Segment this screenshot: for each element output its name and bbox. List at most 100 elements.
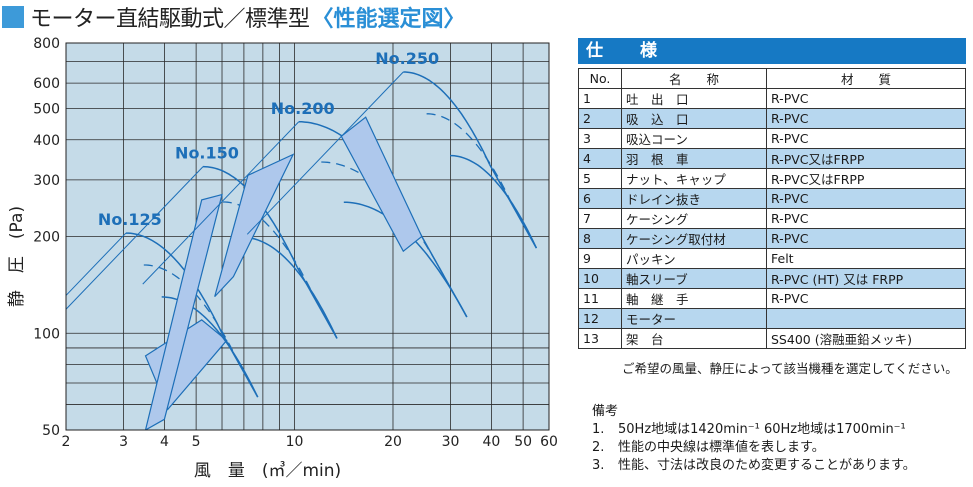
x-tick-label: 20 <box>384 434 402 450</box>
spec-row: 3 吸込コーン R-PVC <box>578 128 966 149</box>
y-tick-label: 300 <box>33 173 60 189</box>
spec-name: 架 台 <box>621 328 767 349</box>
spec-row: 11 軸 継 手 R-PVC <box>578 288 966 309</box>
envelope-left <box>66 232 127 297</box>
spec-row: 8 ケーシング取付材 R-PVC <box>578 228 966 249</box>
spec-material: SS400 (溶融亜鉛メッキ) <box>766 328 966 349</box>
y-axis-label: 静 圧 (Pa) <box>7 206 27 307</box>
curve-standard <box>426 113 514 207</box>
spec-no: 7 <box>578 208 622 229</box>
spec-row: 7 ケーシング R-PVC <box>578 208 966 229</box>
spec-name: ケーシング取付材 <box>621 228 767 249</box>
title-accent: 〈性能選定図〉 <box>311 7 466 32</box>
spec-name: 吸 込 口 <box>621 108 767 129</box>
spec-material <box>766 308 966 329</box>
curve-upper <box>125 232 223 334</box>
spec-material: R-PVC <box>766 288 966 309</box>
envelope-right <box>221 332 259 398</box>
spec-no: 9 <box>578 248 622 269</box>
remark-text: 性能の中央線は標準値を表します。 <box>618 440 825 455</box>
x-tick-label: 50 <box>514 434 532 450</box>
plot-border <box>65 42 550 431</box>
spec-no: 10 <box>578 268 622 289</box>
col-material-header: 材 質 <box>766 68 966 89</box>
curve-lower <box>242 236 338 339</box>
performance-chart: No.125 No.150 No.200 No.250 50 100 200 300 400 50… <box>7 36 558 481</box>
spec-no: 2 <box>578 108 622 129</box>
x-tick-label: 10 <box>286 434 304 450</box>
spec-name: 軸スリーブ <box>621 268 767 289</box>
x-tick-label: 60 <box>540 434 558 450</box>
curve-lower <box>450 154 538 249</box>
spec-no: 4 <box>578 148 622 169</box>
spec-row: 5 ナット、キャップ R-PVC又はFRPP <box>578 168 966 189</box>
remarks: 備考 1. 50Hz地域は1420min⁻¹ 60Hz地域は1700min⁻¹ 2… <box>592 403 916 475</box>
remark-item: 2. 性能の中央線は標準値を表します。 <box>592 439 916 457</box>
plot-marks <box>66 71 538 430</box>
model-label: No.150 <box>175 144 239 163</box>
spec-material: R-PVC <box>766 208 966 229</box>
y-tick-label: 800 <box>33 36 60 52</box>
model-label: No.250 <box>375 49 439 68</box>
remark-num: 3. <box>592 458 605 473</box>
operating-band <box>144 193 223 430</box>
title-square-icon <box>2 6 24 28</box>
x-tick-label: 4 <box>160 434 169 450</box>
y-tick-label: 500 <box>33 102 60 118</box>
spec-material: R-PVC (HT) 又は FRPP <box>766 268 966 289</box>
remark-text: 性能、寸法は改良のため変更することがあります。 <box>618 458 916 473</box>
spec-row: 13 架 台 SS400 (溶融亜鉛メッキ) <box>578 328 966 349</box>
envelope-right <box>488 164 538 249</box>
model-label: No.125 <box>98 210 162 229</box>
operating-band <box>340 116 423 253</box>
operating-band <box>214 153 295 298</box>
spec-name: 吸込コーン <box>621 128 767 149</box>
spec-name: 羽 根 車 <box>621 148 767 169</box>
remark-text: 50Hz地域は1420min⁻¹ 60Hz地域は1700min⁻¹ <box>618 422 906 437</box>
x-tick-label: 30 <box>442 434 460 450</box>
spec-no: 3 <box>578 128 622 149</box>
spec-no: 11 <box>578 288 622 309</box>
spec-material: R-PVC <box>766 188 966 209</box>
spec-no: 5 <box>578 168 622 189</box>
spec-material: R-PVC <box>766 228 966 249</box>
x-axis-label: 風 量 (㎥／min) <box>194 461 341 481</box>
spec-material: Felt <box>766 248 966 269</box>
envelope-right <box>296 267 338 339</box>
curve-standard <box>321 161 445 278</box>
col-no-header: No. <box>578 68 622 89</box>
spec-name: 吐 出 口 <box>621 88 767 109</box>
spec-material: R-PVC又はFRPP <box>766 148 966 169</box>
curve-standard <box>143 264 241 366</box>
spec-row: 12 モーター <box>578 308 966 329</box>
spec-name: モーター <box>621 308 767 329</box>
x-tick-label: 3 <box>119 434 128 450</box>
spec-name: パッキン <box>621 248 767 269</box>
envelope-right <box>421 236 468 318</box>
spec-name: ケーシング <box>621 208 767 229</box>
spec-no: 1 <box>578 88 622 109</box>
curve-standard <box>222 201 318 304</box>
remark-item: 1. 50Hz地域は1420min⁻¹ 60Hz地域は1700min⁻¹ <box>592 421 916 439</box>
y-tick-label: 600 <box>33 76 60 92</box>
remark-item: 3. 性能、寸法は改良のため変更することがあります。 <box>592 457 916 475</box>
col-name-header: 名 称 <box>621 68 767 89</box>
spec-name: ドレイン抜き <box>621 188 767 209</box>
spec-no: 13 <box>578 328 622 349</box>
spec-material: R-PVC又はFRPP <box>766 168 966 189</box>
spec-material: R-PVC <box>766 108 966 129</box>
title-main: モーター直結駆動式／標準型 <box>30 7 310 32</box>
spec-header: 仕 様 <box>578 38 966 64</box>
spec-material: R-PVC <box>766 128 966 149</box>
remark-num: 1. <box>592 422 605 437</box>
spec-row: 10 軸スリーブ R-PVC (HT) 又は FRPP <box>578 268 966 289</box>
spec-material: R-PVC <box>766 88 966 109</box>
envelope-left <box>66 166 204 310</box>
x-tick-label: 40 <box>483 434 501 450</box>
spec-row: 9 パッキン Felt <box>578 248 966 269</box>
